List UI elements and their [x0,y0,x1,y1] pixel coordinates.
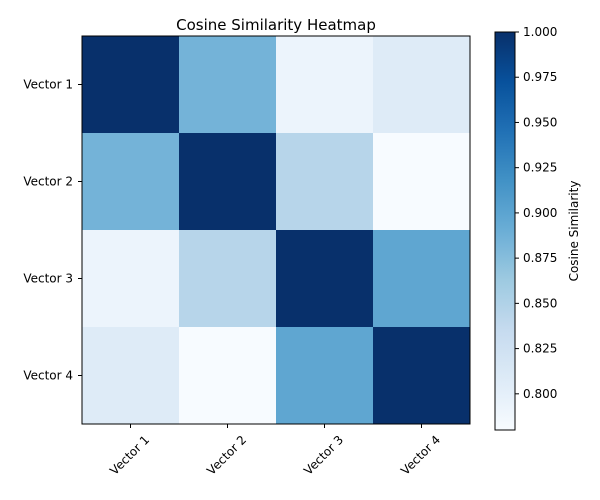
colorbar-tick-label: 1.000 [523,25,557,39]
colorbar-ticks: 0.800 0.825 0.850 0.875 0.900 0.925 0.950 0.975… [515,25,557,401]
colorbar [494,31,516,431]
y-axis-ticks: Vector 1 Vector 2 Vector 3 Vector 4 [23,78,82,383]
heatmap-cell-r4-c2 [179,327,277,425]
colorbar-tick-label: 0.875 [523,251,557,265]
y-tick-label: Vector 3 [23,272,73,286]
heatmap-cell-r3-c3 [276,230,374,328]
y-tick-label: Vector 2 [23,175,73,189]
colorbar-tick-label: 0.900 [523,206,557,220]
colorbar-tick-label: 0.800 [523,387,557,401]
x-tick-label: Vector 1 [107,433,152,478]
colorbar-tick-label: 0.825 [523,342,557,356]
heatmap-cell-r3-c2 [179,230,277,328]
x-tick-label: Vector 2 [204,433,249,478]
heatmap-cell-r4-c4 [373,327,471,425]
heatmap-cell-r1-c4 [373,36,471,134]
heatmap-cell-r1-c3 [276,36,374,134]
heatmap-cells [82,36,471,425]
colorbar-tick-label: 0.925 [523,161,557,175]
heatmap-cell-r1-c2 [179,36,277,134]
plot-frame [81,35,471,425]
heatmap-cell-r1-c1 [82,36,180,134]
chart-title: Cosine Similarity Heatmap [176,16,376,34]
heatmap-cell-r2-c4 [373,133,471,231]
y-tick-label: Vector 4 [23,369,73,383]
x-tick-label: Vector 4 [398,433,443,478]
heatmap-cell-r4-c1 [82,327,180,425]
heatmap-cell-r3-c1 [82,230,180,328]
heatmap-cell-r2-c1 [82,133,180,231]
heatmap-cell-r2-c2 [179,133,277,231]
heatmap-cell-r3-c4 [373,230,471,328]
colorbar-label: Cosine Similarity [567,181,581,282]
y-tick-label: Vector 1 [23,78,73,92]
colorbar-tick-label: 0.975 [523,70,557,84]
x-axis-ticks: Vector 1 Vector 2 Vector 3 Vector 4 [107,424,443,478]
x-tick-label: Vector 3 [301,433,346,478]
heatmap-cell-r2-c3 [276,133,374,231]
heatmap-cell-r4-c3 [276,327,374,425]
colorbar-tick-label: 0.950 [523,115,557,129]
colorbar-tick-label: 0.850 [523,296,557,310]
